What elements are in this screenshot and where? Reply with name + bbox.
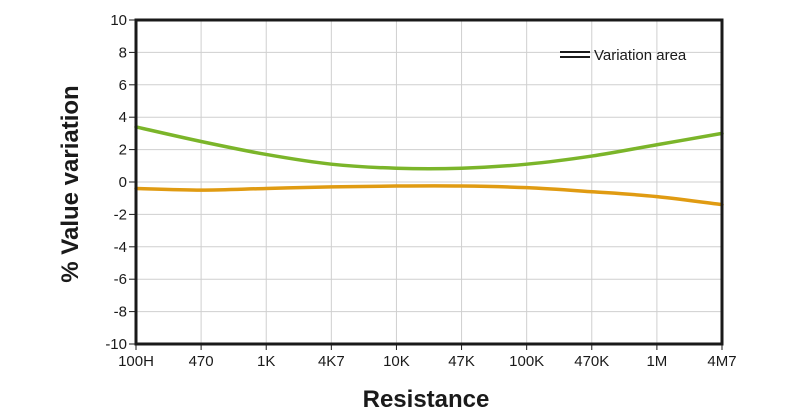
y-axis-title: % Value variation	[57, 85, 84, 282]
x-tick-label: 1M	[646, 353, 667, 370]
y-tick-label: -10	[105, 336, 127, 353]
y-tick-label: -8	[114, 304, 127, 321]
x-axis-ticks: 100H 470 1K 4K7 10K 47K 100K 470K 1M 4M7	[118, 344, 737, 370]
y-tick-label: -2	[114, 206, 127, 223]
x-tick-label: 1K	[257, 353, 275, 370]
series-line-2	[134, 184, 724, 207]
y-tick-label: 8	[119, 44, 127, 61]
x-tick-label: 4M7	[707, 353, 736, 370]
y-tick-label: -4	[114, 239, 127, 256]
x-tick-label: 470K	[574, 353, 609, 370]
y-tick-label: 10	[110, 12, 127, 29]
y-tick-label: 2	[119, 142, 127, 159]
y-tick-label: 0	[119, 174, 127, 191]
grid	[136, 20, 722, 344]
x-tick-label: 100K	[509, 353, 544, 370]
y-tick-label: 4	[119, 109, 127, 126]
y-tick-label: 6	[119, 77, 127, 94]
x-tick-label: 470	[189, 353, 214, 370]
legend: Variation area	[560, 47, 687, 64]
x-axis-title: Resistance	[363, 386, 490, 413]
y-axis-ticks: 10 8 6 4 2 0 -2 -4 -6 -8 -10	[105, 12, 136, 353]
x-tick-label: 47K	[448, 353, 475, 370]
series-layer	[134, 125, 724, 207]
x-tick-label: 4K7	[318, 353, 345, 370]
y-tick-label: -6	[114, 271, 127, 288]
series-line-1	[134, 125, 724, 171]
x-tick-label: 100H	[118, 353, 154, 370]
x-tick-label: 10K	[383, 353, 410, 370]
legend-label: Variation area	[594, 47, 687, 64]
